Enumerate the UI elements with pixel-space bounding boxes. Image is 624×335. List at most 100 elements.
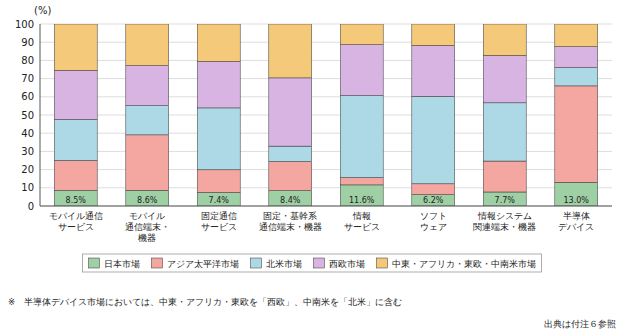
bar-segment	[555, 182, 598, 206]
x-tick-label: モバイル通信端末・機器	[125, 211, 170, 243]
bar-segment	[412, 195, 455, 206]
x-axis-line	[40, 206, 612, 207]
bar-segment	[197, 170, 240, 193]
x-tick-label-line: モバイル	[129, 211, 165, 221]
bar-segment	[54, 120, 97, 161]
x-tick-label-line: サービス	[58, 222, 94, 232]
bar-segment	[197, 24, 240, 61]
legend-label: アジア太平洋市場	[167, 259, 239, 269]
bar-segment	[269, 146, 312, 161]
x-tick-label-line: ソフト	[420, 211, 447, 221]
x-tick-label-line: 半導体	[563, 211, 590, 221]
y-tick-label: 40	[21, 128, 34, 139]
bar-segment	[340, 178, 383, 185]
legend-swatch	[251, 258, 262, 268]
x-tick-label-line: ウェア	[420, 222, 447, 232]
x-tick-label: ソフトウェア	[420, 211, 447, 232]
bar-segment	[483, 192, 526, 206]
legend-swatch	[377, 258, 388, 268]
y-axis: 0102030405060708090100	[15, 19, 612, 212]
bar-segment	[340, 24, 383, 45]
bar-segment	[197, 108, 240, 170]
bar-segment	[340, 185, 383, 206]
y-tick-label: 60	[21, 91, 34, 102]
bar-segment	[126, 24, 169, 66]
data-label: 7.7%	[495, 196, 516, 205]
data-label: 8.5%	[66, 196, 87, 205]
bar-segment	[269, 24, 312, 78]
x-tick-label: 固定・基幹系通信端末・機器	[259, 211, 322, 232]
chart: 0102030405060708090100(%)8.5%8.6%7.4%8.4…	[0, 0, 624, 335]
note: ※ 半導体デバイス市場においては、中東・アフリカ・東欧を「西欧」、中南米を「北米…	[8, 297, 402, 307]
x-tick-label-line: 固定・基幹系	[263, 211, 317, 221]
y-tick-label: 90	[21, 37, 34, 48]
x-tick-label-line: 情報システム	[477, 211, 532, 221]
y-axis-line	[40, 24, 41, 206]
x-tick-label: モバイル通信サービス	[49, 211, 103, 232]
y-tick-label: 70	[21, 73, 34, 84]
data-labels: 8.5%8.6%7.4%8.4%11.6%6.2%7.7%13.0%	[66, 196, 590, 205]
bar-segment	[126, 190, 169, 206]
data-label: 7.4%	[209, 196, 230, 205]
bar-segment	[126, 106, 169, 135]
bar-segment	[54, 70, 97, 119]
grid-line	[40, 206, 612, 207]
bars	[54, 24, 597, 206]
bar-segment	[555, 68, 598, 86]
legend-swatch	[152, 258, 163, 268]
data-label: 11.6%	[349, 196, 375, 205]
data-label: 8.6%	[137, 196, 158, 205]
bar-segment	[483, 24, 526, 55]
y-tick-label: 100	[15, 19, 34, 30]
bar-segment	[197, 193, 240, 206]
x-tick-label-line: 関連端末・機器	[473, 222, 536, 232]
x-tick-label-line: サービス	[344, 222, 380, 232]
y-tick-label: 10	[21, 182, 34, 193]
bar-segment	[54, 24, 97, 70]
legend-label: 中東・アフリカ・東欧・中南米市場	[392, 259, 536, 269]
bar-segment	[412, 45, 455, 96]
x-tick-label-line: 通信端末・	[125, 222, 170, 232]
bar-segment	[412, 184, 455, 195]
x-tick-label-line: デバイス	[558, 222, 594, 232]
bar-segment	[555, 24, 598, 47]
bar-segment	[54, 161, 97, 191]
x-tick-label: 情報サービス	[344, 211, 380, 232]
bar-segment	[340, 45, 383, 96]
bar-segment	[555, 47, 598, 68]
y-axis-label: (%)	[34, 5, 51, 16]
bar-segment	[412, 96, 455, 183]
legend-swatch	[314, 258, 325, 268]
y-tick-label: 80	[21, 55, 34, 66]
data-label: 13.0%	[564, 196, 590, 205]
legend-label: 北米市場	[266, 259, 302, 269]
bar-segment	[483, 103, 526, 161]
bar-segment	[197, 61, 240, 107]
y-tick-label: 20	[21, 164, 34, 175]
source: 出典は付注６参照	[544, 319, 616, 329]
x-axis: モバイル通信サービスモバイル通信端末・機器固定通信サービス固定・基幹系通信端末・…	[49, 211, 595, 243]
bar-segment	[54, 191, 97, 206]
bar-segment	[269, 191, 312, 206]
x-tick-label-line: 情報	[352, 211, 371, 221]
bar-segment	[269, 78, 312, 146]
legend-label: 西欧市場	[329, 259, 365, 269]
x-tick-label: 半導体デバイス	[558, 211, 594, 232]
x-tick-label-line: 機器	[138, 233, 156, 243]
y-tick-label: 50	[21, 110, 34, 121]
x-tick-label: 固定通信サービス	[201, 211, 237, 232]
bar-segment	[126, 135, 169, 191]
bar-segment	[555, 86, 598, 182]
bar-segment	[412, 24, 455, 45]
bar-segment	[483, 55, 526, 102]
bar-segment	[340, 96, 383, 178]
x-tick-label-line: 固定通信	[201, 211, 237, 221]
legend-frame	[83, 254, 542, 272]
data-label: 8.4%	[280, 196, 301, 205]
x-tick-label-line: サービス	[201, 222, 237, 232]
y-tick-label: 30	[21, 146, 34, 157]
bar-segment	[483, 161, 526, 192]
x-tick-label-line: モバイル通信	[49, 211, 103, 221]
x-tick-label: 情報システム関連端末・機器	[473, 211, 536, 232]
x-tick-label-line: 通信端末・機器	[259, 222, 322, 232]
